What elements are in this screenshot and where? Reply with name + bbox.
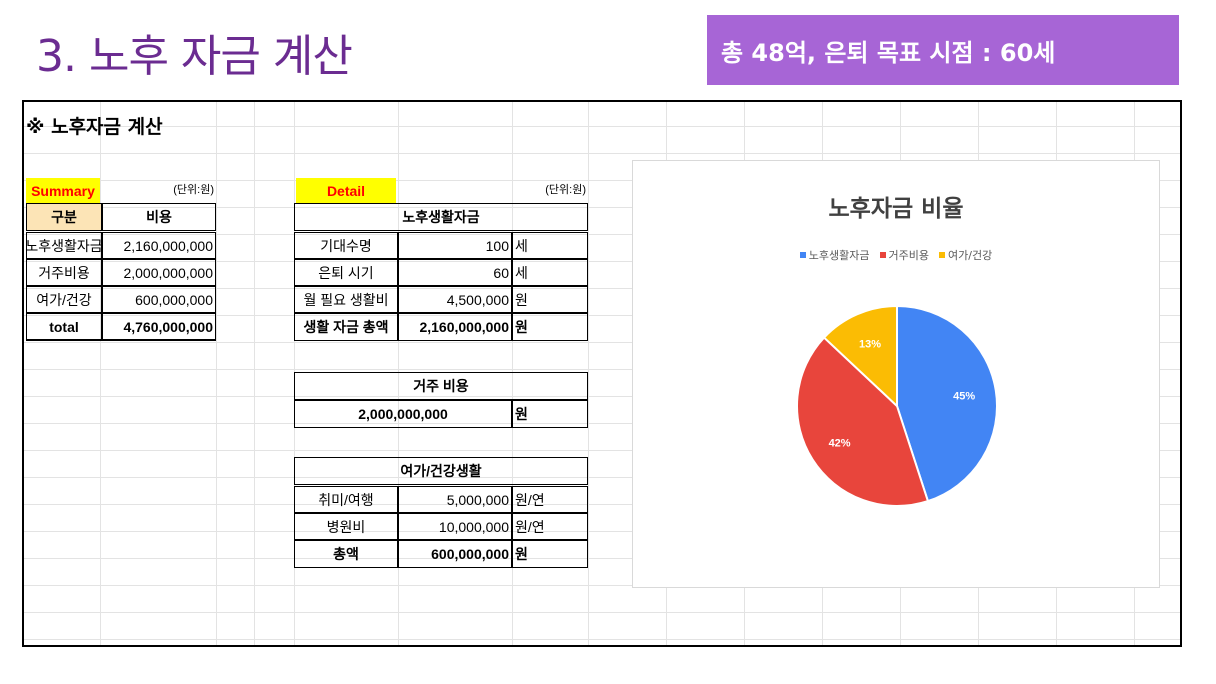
summary-col-category[interactable]: 구분	[26, 203, 102, 231]
living-row-name[interactable]: 은퇴 시기	[294, 259, 398, 286]
summary-total-value[interactable]: 4,760,000,000	[102, 313, 216, 341]
legend-label: 거주비용	[888, 249, 930, 262]
detail-label[interactable]: Detail	[296, 178, 396, 203]
leisure-header[interactable]: 여가/건강생활	[294, 457, 588, 485]
leisure-row-value[interactable]: 5,000,000	[398, 486, 512, 513]
leisure-row-unit[interactable]: 원/연	[512, 513, 588, 540]
sheet-title: ※ 노후자금 계산	[26, 116, 163, 138]
living-row-value[interactable]: 100	[398, 232, 512, 259]
slide-title: 3. 노후 자금 계산	[36, 31, 353, 82]
living-total-name[interactable]: 생활 자금 총액	[294, 313, 398, 341]
legend-swatch	[799, 252, 806, 258]
housing-header[interactable]: 거주 비용	[294, 372, 588, 400]
living-row-unit[interactable]: 세	[512, 259, 588, 286]
goal-banner: 총 48억, 은퇴 목표 시점 : 60세	[707, 15, 1179, 85]
living-row-unit[interactable]: 세	[512, 232, 588, 259]
living-total-value[interactable]: 2,160,000,000	[398, 313, 512, 341]
living-row-value[interactable]: 4,500,000	[398, 286, 512, 313]
legend-label: 노후생활자금	[808, 249, 870, 262]
legend-item: 거주비용	[879, 247, 930, 263]
leisure-row-unit[interactable]: 원/연	[512, 486, 588, 513]
living-row-value[interactable]: 60	[398, 259, 512, 286]
spreadsheet: ※ 노후자금 계산 Summary (단위:원) 구분 비용 노후생활자금 2,…	[22, 100, 1182, 647]
summary-row-name[interactable]: 거주비용	[26, 259, 102, 286]
legend-item: 여가/건강	[939, 247, 992, 263]
chart-title: 노후자금 비율	[828, 196, 964, 222]
summary-unit[interactable]: (단위:원)	[173, 184, 214, 196]
pie-data-label: 13%	[859, 339, 881, 351]
leisure-total-value[interactable]: 600,000,000	[398, 540, 512, 568]
leisure-total-name[interactable]: 총액	[294, 540, 398, 568]
chart-legend: 노후생활자금 거주비용 여가/건강	[633, 247, 1159, 263]
living-total-unit[interactable]: 원	[512, 313, 588, 341]
legend-label: 여가/건강	[948, 249, 993, 262]
legend-swatch	[879, 252, 886, 258]
summary-row-name[interactable]: 여가/건강	[26, 286, 102, 313]
summary-col-cost[interactable]: 비용	[102, 203, 216, 231]
pie-svg: 45% 42% 13%	[796, 304, 998, 507]
housing-unit[interactable]: 원	[512, 400, 588, 428]
detail-unit[interactable]: (단위:원)	[545, 184, 586, 196]
summary-row-value[interactable]: 2,160,000,000	[102, 232, 216, 259]
living-row-name[interactable]: 기대수명	[294, 232, 398, 259]
living-row-name[interactable]: 월 필요 생활비	[294, 286, 398, 313]
pie-slice[interactable]	[796, 336, 930, 507]
pie-slice[interactable]	[896, 304, 998, 503]
leisure-row-value[interactable]: 10,000,000	[398, 513, 512, 540]
leisure-row-name[interactable]: 병원비	[294, 513, 398, 540]
legend-item: 노후생활자금	[799, 247, 870, 263]
summary-row-value[interactable]: 2,000,000,000	[102, 259, 216, 286]
summary-label[interactable]: Summary	[26, 178, 100, 203]
pie-data-label: 45%	[953, 390, 975, 402]
legend-swatch	[939, 252, 946, 258]
pie-chart[interactable]: 노후자금 비율 노후생활자금 거주비용 여가/건강 45% 42% 13%	[632, 160, 1160, 588]
summary-row-value[interactable]: 600,000,000	[102, 286, 216, 313]
leisure-total-unit[interactable]: 원	[512, 540, 588, 568]
living-header[interactable]: 노후생활자금	[294, 203, 588, 231]
leisure-row-name[interactable]: 취미/여행	[294, 486, 398, 513]
pie-data-label: 42%	[829, 437, 851, 449]
summary-row-name[interactable]: 노후생활자금	[25, 232, 103, 259]
housing-value[interactable]: 2,000,000,000	[294, 400, 512, 428]
pie-slice[interactable]	[822, 304, 898, 409]
living-row-unit[interactable]: 원	[512, 286, 588, 313]
summary-total-label[interactable]: total	[26, 313, 102, 341]
